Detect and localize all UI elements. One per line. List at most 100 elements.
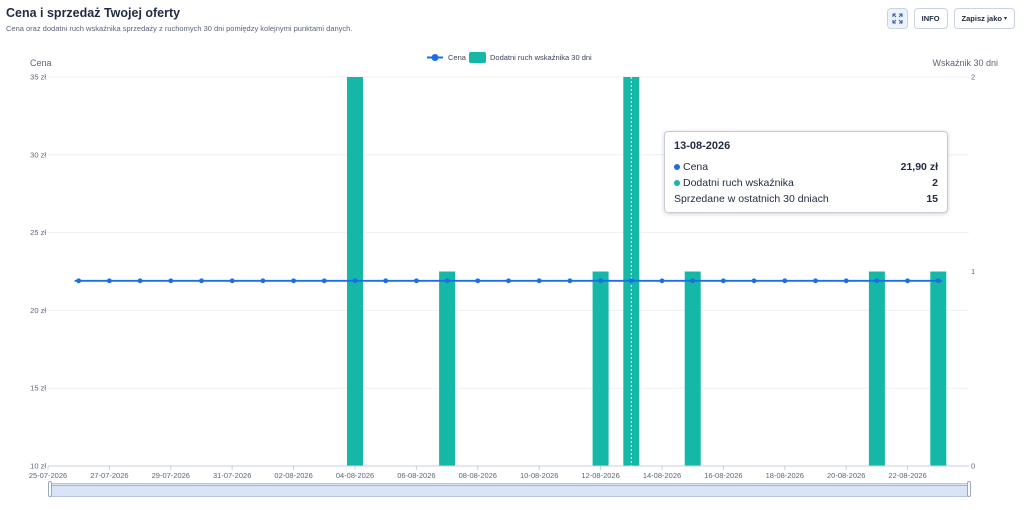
price-point[interactable]: [935, 278, 941, 284]
chart-title: Cena i sprzedaż Twojej oferty: [6, 6, 181, 20]
price-point[interactable]: [414, 278, 419, 284]
price-point[interactable]: [721, 278, 726, 284]
price-point[interactable]: [137, 278, 143, 284]
x-tick-label: 08-08-2026: [459, 471, 497, 480]
price-point[interactable]: [383, 278, 389, 284]
y-left-tick-label: 15 zł: [30, 384, 46, 393]
y-right-tick-label: 1: [971, 267, 975, 276]
y-left-tick-label: 35 zł: [30, 73, 46, 82]
x-tick-label: 29-07-2026: [152, 471, 190, 480]
y-right-axis-title: Wskaźnik 30 dni: [932, 58, 998, 68]
navigator-series-line: [50, 485, 969, 486]
price-point[interactable]: [536, 278, 542, 284]
price-point[interactable]: [659, 278, 665, 284]
save-as-button[interactable]: Zapisz jako ▾: [953, 8, 1015, 29]
price-point[interactable]: [291, 278, 296, 284]
price-point[interactable]: [107, 278, 112, 284]
chevron-down-icon: ▾: [1003, 16, 1007, 22]
x-tick-label: 04-08-2026: [336, 471, 374, 480]
navigator-left-handle[interactable]: [48, 481, 52, 497]
price-point[interactable]: [506, 278, 511, 284]
y-left-tick-label: 30 zł: [30, 150, 46, 159]
range-navigator[interactable]: [48, 481, 971, 497]
price-point[interactable]: [690, 278, 696, 284]
info-button[interactable]: INFO: [913, 8, 948, 29]
bar[interactable]: [592, 271, 609, 467]
legend-item-price[interactable]: Cena: [427, 53, 467, 62]
x-tick-label: 27-07-2026: [90, 471, 128, 480]
price-point[interactable]: [905, 278, 910, 284]
price-point[interactable]: [567, 278, 573, 284]
price-point[interactable]: [843, 278, 849, 284]
bar[interactable]: [684, 271, 701, 467]
x-tick-label: 16-08-2026: [704, 471, 742, 480]
price-point[interactable]: [260, 278, 266, 284]
x-tick-label: 10-08-2026: [520, 471, 558, 480]
x-tick-label: 25-07-2026: [29, 471, 67, 480]
bar[interactable]: [439, 271, 456, 467]
tooltip-row-sold: Sprzedane w ostatnich 30 dniach 15: [674, 191, 938, 207]
tooltip-row-indicator: Dodatni ruch wskaźnika 2: [674, 175, 938, 191]
y-left-tick-label: 25 zł: [30, 228, 46, 237]
tooltip-row-price: Cena 21,90 zł: [674, 159, 938, 175]
tooltip-date: 13-08-2026: [674, 140, 731, 152]
tooltip-price-dot: [674, 164, 680, 171]
y-left-tick-label: 10 zł: [30, 462, 46, 471]
x-tick-label: 31-07-2026: [213, 471, 251, 480]
x-tick-label: 02-08-2026: [274, 471, 312, 480]
legend-price-label: Cena: [448, 53, 467, 62]
x-tick-label: 12-08-2026: [581, 471, 619, 480]
legend-item-bars[interactable]: Dodatni ruch wskaźnika 30 dni: [469, 52, 592, 63]
x-tick-label: 14-08-2026: [643, 471, 681, 480]
grid-lines: [48, 76, 969, 389]
y-left-tick-label: 20 zł: [30, 306, 46, 315]
chart-subtitle: Cena oraz dodatni ruch wskaźnika sprzeda…: [6, 24, 353, 33]
price-point[interactable]: [598, 278, 603, 284]
price-point[interactable]: [321, 278, 327, 284]
y-right-tick-label: 0: [971, 462, 975, 471]
price-point[interactable]: [813, 278, 818, 284]
axes: 35 zł 30 zł 25 zł 20 zł 15 zł 10 zł 2 1 0 25-07-2…: [29, 73, 975, 481]
x-tick-label: 06-08-2026: [397, 471, 435, 480]
price-point[interactable]: [751, 278, 757, 284]
hover-tooltip: 13-08-2026 Cena 21,90 zł Dodatni ruch ws…: [664, 131, 948, 213]
legend-bars-label: Dodatni ruch wskaźnika 30 dni: [490, 53, 592, 62]
price-point[interactable]: [168, 278, 174, 284]
bar[interactable]: [868, 271, 885, 467]
price-point[interactable]: [444, 278, 450, 284]
price-point[interactable]: [475, 278, 481, 284]
tooltip-price-label: Cena: [683, 161, 709, 173]
price-point[interactable]: [874, 278, 880, 284]
navigator-right-handle[interactable]: [967, 481, 971, 497]
bar[interactable]: [347, 77, 363, 466]
tooltip-sold-label: Sprzedane w ostatnich 30 dniach: [674, 193, 829, 205]
price-point[interactable]: [628, 278, 634, 284]
legend-bars-swatch: [469, 52, 486, 63]
y-right-tick-label: 2: [971, 73, 975, 82]
legend[interactable]: Cena Dodatni ruch wskaźnika 30 dni: [427, 52, 592, 63]
legend-price-marker: [431, 54, 439, 61]
x-tick-label: 22-08-2026: [888, 471, 926, 480]
price-point[interactable]: [782, 278, 788, 284]
price-point[interactable]: [76, 278, 82, 284]
tooltip-indicator-label: Dodatni ruch wskaźnika: [683, 177, 794, 189]
price-line-series[interactable]: [74, 278, 943, 284]
tooltip-sold-value: 15: [926, 193, 938, 205]
x-tick-label: 18-08-2026: [766, 471, 804, 480]
x-tick-label: 20-08-2026: [827, 471, 865, 480]
fullscreen-button[interactable]: [886, 8, 908, 29]
price-point[interactable]: [229, 278, 235, 284]
bar-series[interactable]: [347, 77, 947, 467]
price-point[interactable]: [199, 278, 204, 284]
bar[interactable]: [930, 271, 947, 467]
y-left-axis-title: Cena: [30, 58, 52, 68]
tooltip-indicator-dot: [674, 180, 680, 187]
bar[interactable]: [623, 77, 640, 466]
tooltip-indicator-value: 2: [932, 177, 938, 189]
price-point[interactable]: [352, 278, 358, 284]
save-as-label: Zapisz jako: [961, 14, 1002, 23]
tooltip-price-value: 21,90 zł: [900, 161, 938, 173]
expand-icon: [892, 13, 903, 24]
chart-header: Cena i sprzedaż Twojej oferty Cena oraz …: [6, 6, 352, 33]
